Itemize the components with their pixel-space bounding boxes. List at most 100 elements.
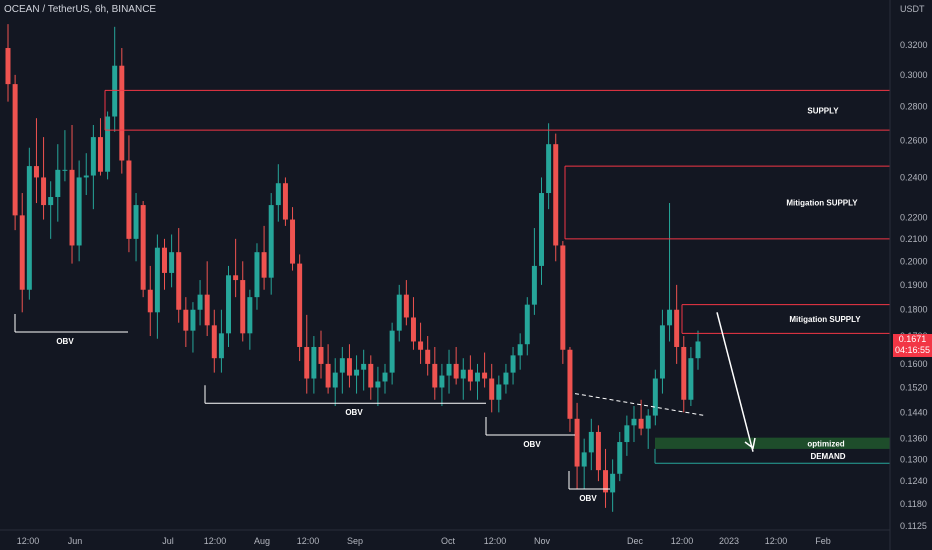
candle-body — [126, 160, 132, 239]
candle-body — [368, 363, 374, 388]
obv-label: OBV — [56, 337, 74, 346]
zone-label: Mitigation SUPPLY — [786, 198, 858, 207]
y-tick-label: 0.1125 — [900, 521, 927, 531]
candle-body — [652, 378, 658, 416]
candle-body — [539, 193, 544, 266]
x-tick-label: Feb — [815, 536, 831, 546]
x-tick-label: 12:00 — [17, 536, 40, 546]
obv-label: OBV — [345, 408, 363, 417]
candle-body — [97, 137, 103, 172]
candle-body — [560, 245, 566, 350]
y-tick-label: 0.2000 — [900, 256, 928, 266]
candle-body — [247, 297, 253, 334]
candle-body — [425, 349, 431, 364]
candle-body — [446, 363, 452, 376]
candle-body — [659, 325, 665, 379]
candle-body — [197, 294, 203, 310]
candle-body — [638, 418, 644, 429]
candle-body — [631, 418, 637, 426]
candle-body — [261, 252, 267, 278]
y-tick-label: 0.1240 — [900, 476, 928, 486]
candle-body — [275, 183, 281, 206]
candle-body — [474, 372, 480, 382]
candle-body — [410, 317, 416, 342]
candle-body — [140, 205, 146, 290]
candle-body — [176, 252, 182, 310]
y-tick-label: 0.3000 — [900, 70, 928, 80]
candle-body — [339, 358, 345, 373]
obv-label: OBV — [579, 494, 597, 503]
candle-body — [48, 197, 54, 206]
bar-countdown: 04:16:55 — [894, 345, 931, 355]
x-tick-label: Nov — [534, 536, 551, 546]
candle-body — [33, 166, 39, 178]
candle-body — [318, 346, 324, 364]
candle-body — [610, 473, 616, 493]
candle-body — [432, 363, 438, 388]
y-tick-label: 0.2600 — [900, 136, 928, 146]
zone-label: SUPPLY — [807, 106, 839, 115]
candle-body — [133, 205, 139, 239]
y-tick-label: 0.1360 — [900, 434, 928, 444]
y-tick-label: 0.1300 — [900, 454, 928, 464]
candle-body — [574, 418, 580, 467]
candle-body — [524, 304, 530, 345]
candle-body — [290, 219, 296, 264]
candle-body — [304, 346, 310, 379]
candle-body — [169, 252, 175, 273]
candle-body — [268, 205, 274, 278]
chart-title: OCEAN / TetherUS, 6h, BINANCE — [4, 4, 157, 15]
candle-body — [282, 183, 288, 220]
y-tick-label: 0.1440 — [900, 407, 928, 417]
candle-body — [688, 358, 694, 400]
candle-body — [418, 341, 424, 350]
obv-label: OBV — [523, 440, 541, 449]
guide-layer: OBV OBV OBV OBV — [14, 312, 756, 503]
candle-body — [90, 137, 96, 176]
candle-body — [681, 346, 687, 400]
candle-body — [325, 363, 331, 388]
candle-body — [510, 355, 516, 373]
candle-body — [254, 252, 260, 298]
y-tick-label: 0.2200 — [900, 212, 928, 222]
candle-body — [489, 378, 495, 400]
candle-body — [588, 431, 594, 453]
candle-body — [467, 369, 473, 382]
candle-body — [581, 452, 587, 467]
x-tick-label: Oct — [441, 536, 456, 546]
y-tick-label: 0.2400 — [900, 172, 928, 182]
candle-body — [674, 309, 680, 347]
projection-arrow — [716, 312, 754, 452]
x-tick-label: 12:00 — [671, 536, 694, 546]
candle-body — [517, 344, 523, 356]
x-tick-label: 2023 — [719, 536, 739, 546]
x-tick-label: Aug — [254, 536, 270, 546]
zone-label: DEMAND — [810, 452, 845, 461]
candle-body — [375, 381, 381, 388]
candle-body — [403, 294, 409, 318]
candle-body — [183, 309, 189, 331]
candle-body — [531, 265, 537, 305]
x-tick-label: 12:00 — [297, 536, 320, 546]
candle-body — [695, 341, 701, 359]
candle-body — [162, 247, 167, 273]
candle-body — [12, 84, 18, 216]
candle-body — [617, 442, 623, 474]
candle-body — [311, 346, 317, 379]
candlestick-series — [5, 24, 701, 512]
y-tick-label: 0.2800 — [900, 102, 928, 112]
candle-body — [240, 280, 246, 334]
y-tick-label: 0.2100 — [900, 234, 928, 244]
zone-label: Mitigation SUPPLY — [789, 315, 861, 324]
candle-body — [62, 169, 68, 171]
candle-body — [546, 144, 552, 194]
current-price-tag: 0.1671 04:16:55 — [893, 334, 932, 357]
candle-body — [19, 215, 25, 290]
candle-body — [83, 175, 89, 178]
y-axis-background — [890, 0, 932, 550]
candle-body — [553, 144, 559, 246]
x-tick-label: 12:00 — [484, 536, 507, 546]
trend-line — [574, 393, 706, 417]
candle-body — [154, 247, 160, 313]
